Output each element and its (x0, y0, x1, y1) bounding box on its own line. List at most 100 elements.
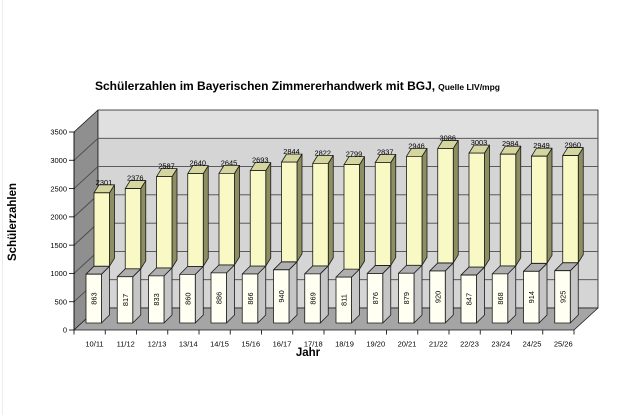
bar-bottom-segment-front (554, 270, 571, 324)
bar-top-segment-front (531, 155, 548, 264)
chart-text: 860 (183, 293, 192, 305)
chart-text: 25/26 (554, 340, 573, 349)
bar-top-segment-side (452, 140, 459, 264)
bar-top-segment-front (562, 155, 579, 264)
chart-text: 19/20 (366, 340, 385, 349)
bar-bottom-segment-front (523, 270, 540, 324)
chart-text: 12/13 (148, 340, 167, 349)
chart-title: Schülerzahlen im Bayerischen Zimmererhan… (95, 77, 500, 95)
chart-text: 20/21 (398, 340, 417, 349)
bar-top-segment-front (406, 155, 423, 266)
bar-bottom-segment-front (460, 274, 477, 324)
bar-top-segment-side (327, 154, 334, 267)
bar-bottom-segment-front (273, 269, 290, 324)
chart-text: 500 (54, 297, 67, 306)
chart-text: 847 (465, 293, 474, 305)
bar-top-segment-front (124, 188, 142, 270)
bar-bottom-segment-side (507, 265, 517, 324)
chart-text: 868 (496, 292, 505, 304)
bar-bottom-segment-front (304, 273, 321, 324)
chart-text: 920 (433, 291, 442, 303)
bar-bottom-segment-side (163, 267, 173, 324)
chart-text: 3500 (50, 128, 67, 137)
bar-top-segment-side (546, 147, 553, 264)
back-wall-upper-band (98, 110, 598, 138)
bar-bottom-segment-side (476, 266, 485, 324)
bar-top-segment-side (171, 168, 178, 269)
chart-text: 11/12 (117, 340, 135, 349)
bar-top-segment-side (234, 164, 240, 266)
bar-top-segment-side (296, 153, 303, 263)
bar-bottom-segment-side (382, 265, 392, 324)
bar-bottom-segment-front (148, 275, 165, 324)
bar-top-segment-front (312, 162, 329, 267)
chart-text: 869 (308, 292, 317, 304)
chart-text: 17/18 (304, 340, 323, 349)
chart-text: 3003 (471, 138, 487, 147)
chart-text: 2949 (533, 141, 549, 150)
chart-text: 2693 (252, 156, 268, 165)
chart-text: 2960 (565, 141, 581, 150)
chart-text: 2301 (96, 178, 112, 187)
bar-top-segment-front (499, 153, 517, 267)
bar-bottom-segment-side (444, 262, 454, 324)
bar-top-segment-front (93, 192, 110, 267)
chart-text: 811 (340, 294, 349, 306)
chart-text: 3086 (440, 133, 456, 142)
chart-text: 22/23 (460, 340, 479, 349)
chart-text: 940 (277, 290, 286, 302)
bar-top-segment-front (468, 152, 485, 268)
chart-text: 2946 (408, 141, 424, 150)
bar-bottom-segment-front (241, 273, 259, 324)
bar-bottom-segment-front (210, 272, 227, 324)
bar-bottom-segment-front (366, 273, 384, 324)
chart-text: 16/17 (273, 340, 292, 349)
bar-bottom-segment-front (85, 273, 102, 324)
bar-top-segment-front (343, 164, 360, 270)
bar-bottom-segment-side (319, 265, 329, 324)
bar-top-segment-side (484, 144, 490, 268)
left-wall-gridline (73, 137, 99, 161)
bar-bottom-segment-front (335, 276, 352, 324)
bar-bottom-segment-front (179, 273, 196, 324)
bar-bottom-segment-side (288, 261, 298, 324)
chart-text: 2822 (315, 148, 331, 157)
bar-top-segment-side (202, 165, 209, 267)
chart-text: 925 (558, 291, 567, 303)
chart-text: 2376 (127, 174, 143, 183)
left-wall-gridline (73, 166, 99, 189)
chart-text: 1000 (50, 269, 67, 278)
bar-top-segment-side (265, 162, 272, 267)
bar-top-segment-side (515, 145, 522, 267)
bar-top-segment-side (421, 147, 428, 266)
chart-text: 2645 (221, 158, 237, 167)
bar-bottom-segment-front (116, 276, 134, 324)
bar-bottom-segment-side (101, 265, 110, 324)
chart-text: 886 (215, 292, 224, 304)
chart-text: 833 (152, 293, 161, 305)
bar-bottom-segment-side (569, 262, 579, 324)
bar-top-segment-front (249, 170, 267, 267)
bar-top-segment-front (156, 176, 173, 269)
chart-text: 24/25 (523, 340, 542, 349)
chart-text: 15/16 (241, 340, 260, 349)
chart-text: 863 (90, 292, 99, 304)
chart-text: 914 (527, 291, 536, 303)
chart-text: 2500 (50, 184, 67, 193)
chart-text: 866 (246, 292, 255, 304)
chart-text: 2640 (190, 159, 206, 168)
bar-bottom-segment-front (398, 272, 415, 324)
chart-text: 0 (63, 326, 67, 335)
bar-bottom-segment-side (538, 262, 548, 324)
chart-text: 2844 (283, 147, 299, 156)
chart-text: 2000 (50, 213, 67, 222)
bar-bottom-segment-side (226, 264, 235, 324)
bar-bottom-segment-side (351, 268, 360, 324)
bar-top-segment-front (187, 173, 204, 267)
chart-text: 2984 (502, 139, 518, 148)
chart-text: 879 (402, 292, 411, 304)
chart-text: 2799 (346, 150, 362, 159)
chart-text: 10/11 (85, 340, 103, 349)
